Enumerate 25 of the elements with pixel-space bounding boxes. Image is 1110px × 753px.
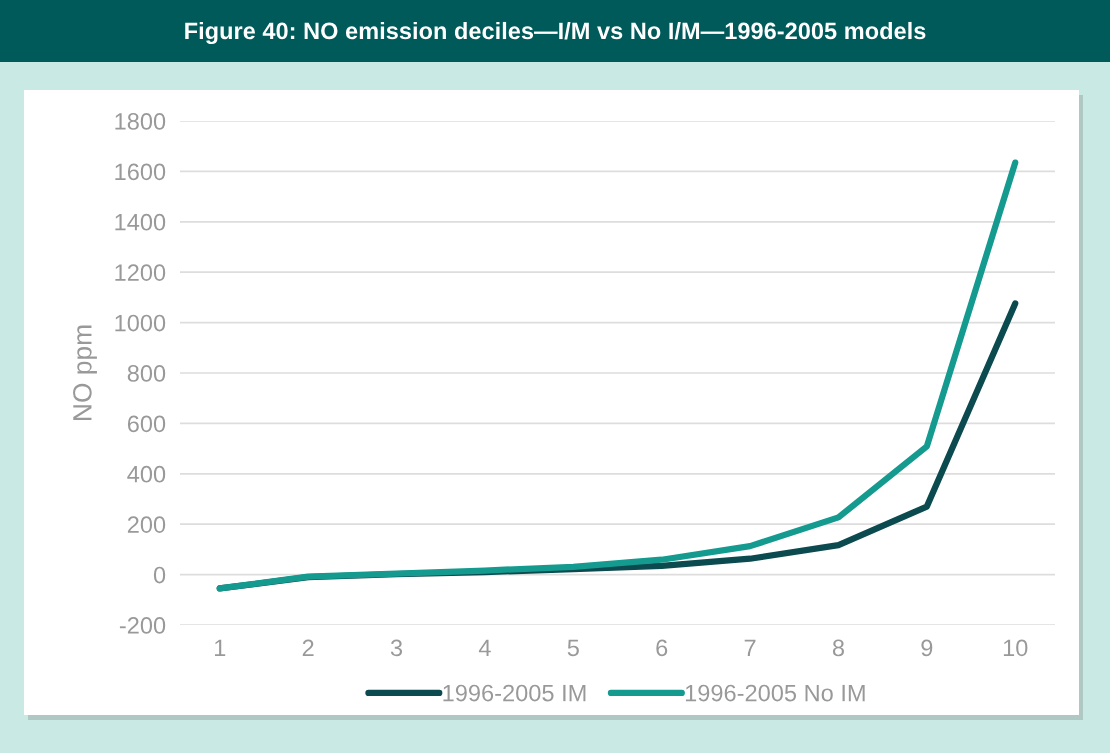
y-tick-label: 800 (127, 365, 166, 382)
x-tick-label: 8 (832, 639, 844, 657)
legend-label: 1996-2005 No IM (685, 684, 865, 702)
legend-label: 1996-2005 IM (443, 684, 586, 702)
y-tick-label: 1000 (115, 314, 166, 332)
x-tick-label: 6 (656, 639, 668, 657)
x-tick-label: 4 (478, 639, 491, 656)
y-tick-label: 0 (153, 566, 166, 584)
y-tick-label: 1600 (115, 163, 166, 181)
y-tick-label: 600 (127, 415, 166, 433)
y-tick-label: 1200 (115, 264, 166, 281)
x-tick-label: 5 (567, 639, 579, 657)
y-axis-title: NO ppm (73, 325, 97, 420)
y-tick-label: 400 (127, 465, 166, 483)
x-tick-label: 9 (921, 639, 933, 657)
y-tick-label: -200 (119, 617, 166, 634)
x-tick-label: 10 (1003, 639, 1028, 657)
chart-title: Figure 40: NO emission deciles—I/M vs No I/M—1996-2005 models (185, 21, 926, 45)
x-tick-label: 3 (390, 639, 403, 657)
x-tick-label: 7 (744, 639, 756, 656)
x-tick-label: 1 (215, 639, 226, 656)
y-tick-label: 1800 (115, 113, 166, 130)
y-tick-label: 1400 (115, 213, 166, 231)
y-tick-label: 200 (127, 516, 166, 533)
x-tick-label: 2 (302, 639, 314, 656)
